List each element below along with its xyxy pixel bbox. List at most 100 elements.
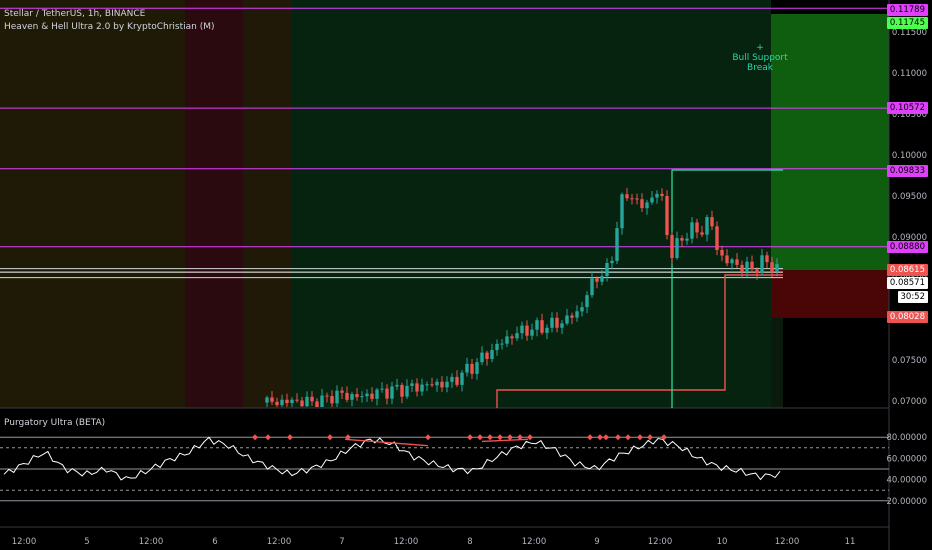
divergence-marker [597, 434, 603, 441]
candle-body [660, 193, 664, 196]
stop-box-red [771, 270, 889, 318]
candle-body [490, 350, 494, 359]
candle-body [355, 394, 359, 398]
trailing-stop-line [496, 274, 783, 408]
candle-body [485, 352, 489, 359]
candle-body [495, 343, 499, 351]
candle-body [315, 401, 319, 407]
oscillator-title: Purgatory Ultra (BETA) [4, 418, 106, 428]
candle-body [515, 333, 519, 339]
candle-body [715, 226, 719, 250]
price-tick: 0.09000 [892, 233, 927, 243]
candle-body [750, 261, 754, 270]
zone-green [291, 0, 771, 408]
candle-body [415, 383, 419, 392]
candle-body [360, 396, 364, 398]
price-tick: 0.10000 [892, 151, 927, 161]
symbol-title: Stellar / TetherUS, 1h, BINANCE [4, 9, 146, 19]
candle-body [745, 261, 749, 272]
time-label: 12:00 [775, 537, 800, 547]
time-label: 12:00 [12, 537, 37, 547]
candle-body [425, 384, 429, 386]
osc-tick: 60.00000 [886, 454, 927, 464]
price-tick: 0.07000 [892, 397, 927, 407]
price-tick: 0.09500 [892, 192, 927, 202]
divergence-line-1 [344, 438, 429, 447]
oscillator-line [3, 436, 781, 481]
candle-body [350, 394, 354, 400]
price-tick: 0.11000 [892, 69, 927, 79]
candle-body [730, 259, 734, 264]
candle-body [460, 372, 464, 385]
divergence-marker [637, 434, 643, 441]
candle-body [395, 384, 399, 387]
divergence-line-2 [481, 438, 529, 443]
candle-body [470, 363, 474, 374]
candle-body [295, 399, 299, 401]
target-box-green [771, 14, 889, 270]
price-tag: 0.11745 [886, 17, 928, 29]
candle-body [555, 317, 559, 328]
candle-body [300, 400, 304, 407]
candle-body [420, 384, 424, 392]
candle-body [430, 384, 434, 386]
candle-body [500, 343, 504, 345]
divergence-marker [327, 434, 333, 441]
candle-body [535, 320, 539, 330]
divergence-marker [625, 434, 631, 441]
divergence-marker [661, 434, 667, 441]
candle-body [760, 255, 764, 274]
time-label: 5 [84, 537, 89, 547]
divergence-marker [517, 434, 523, 441]
candle-body [410, 383, 414, 386]
candle-body [605, 263, 609, 276]
candle-body [775, 264, 779, 272]
candle-body [450, 376, 454, 382]
candle-body [330, 396, 334, 404]
candle-body [545, 327, 549, 333]
candle-body [310, 396, 314, 402]
divergence-marker [527, 434, 533, 441]
price-tag: 30:52 [897, 291, 928, 303]
time-label: 6 [212, 537, 217, 547]
candle-body [655, 193, 659, 198]
candle-body [480, 352, 484, 363]
candle-body [720, 249, 724, 256]
candle-body [280, 399, 284, 406]
divergence-marker [425, 434, 431, 441]
candle-body [570, 315, 574, 318]
price-tick: 0.11500 [892, 28, 927, 38]
candle-body [710, 217, 714, 227]
candle-body [525, 325, 529, 336]
candle-body [650, 197, 654, 203]
osc-tick: 20.00000 [886, 497, 927, 507]
divergence-marker [252, 434, 258, 441]
candle-body [600, 276, 604, 282]
price-tag: 0.08880 [886, 241, 928, 253]
candle-body [380, 388, 384, 390]
candle-body [340, 390, 344, 393]
divergence-marker [487, 434, 493, 441]
candle-body [665, 196, 669, 235]
candle-body [325, 395, 329, 397]
time-label: 7 [339, 537, 344, 547]
candle-body [725, 255, 729, 264]
candle-body [675, 238, 679, 258]
candle-body [740, 264, 744, 272]
candle-body [670, 235, 674, 258]
candle-body [435, 381, 439, 386]
candle-body [390, 386, 394, 399]
candle-body [630, 198, 634, 200]
candle-body [705, 217, 709, 235]
divergence-marker [647, 434, 653, 441]
candle-body [375, 389, 379, 399]
candle-body [440, 381, 444, 388]
candle-body [690, 222, 694, 239]
candle-body [365, 393, 369, 397]
divergence-marker [467, 434, 473, 441]
candle-body [695, 222, 699, 233]
candle-body [530, 329, 534, 336]
divergence-marker [603, 434, 609, 441]
price-tick: 0.07500 [892, 356, 927, 366]
